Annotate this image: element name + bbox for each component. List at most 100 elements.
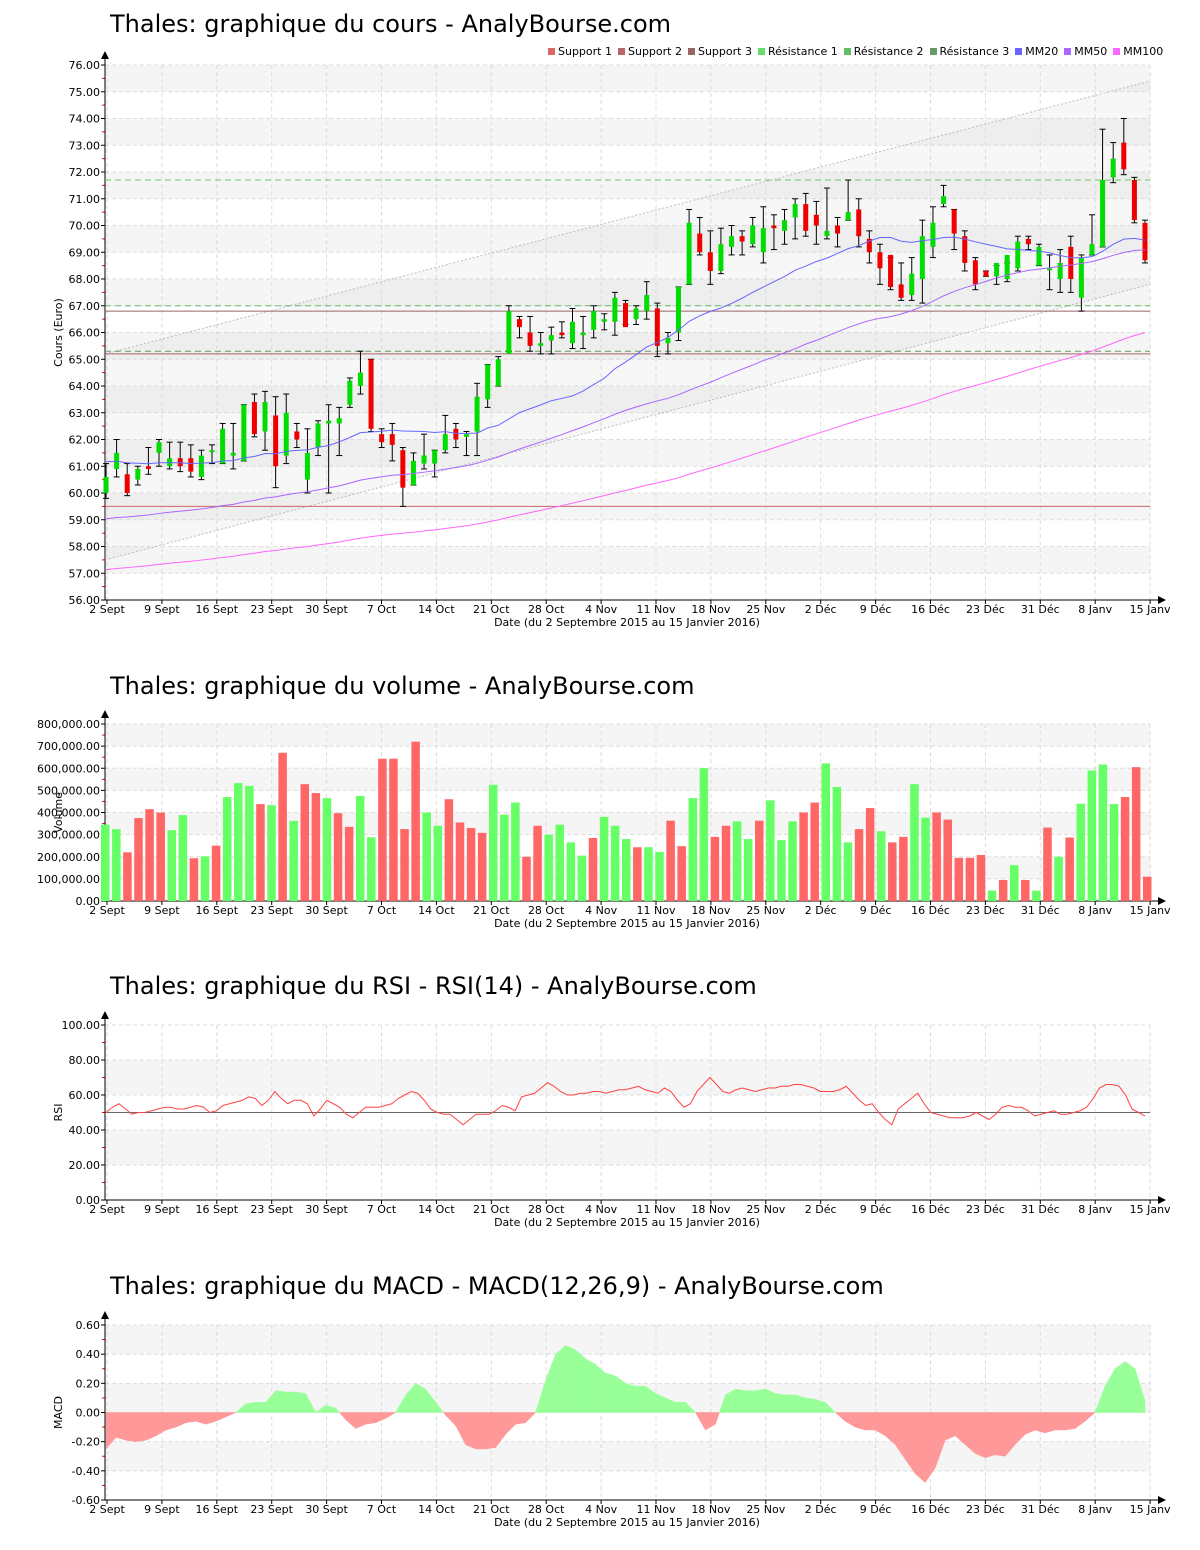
x-tick-label: 9 Déc bbox=[860, 1203, 892, 1216]
candle-body bbox=[368, 359, 374, 429]
macd-positive-area bbox=[585, 1358, 596, 1413]
x-tick-label: 28 Oct bbox=[528, 904, 565, 917]
y-tick-label: 65.00 bbox=[69, 353, 101, 366]
y-tick-label: 74.00 bbox=[69, 113, 101, 126]
macd-negative-area bbox=[705, 1412, 716, 1431]
macd-positive-area bbox=[775, 1393, 786, 1413]
volume-bar bbox=[677, 846, 686, 901]
candle-body bbox=[888, 254, 894, 288]
volume-bar bbox=[433, 825, 443, 901]
volume-bar bbox=[444, 799, 454, 901]
volume-bar bbox=[1043, 827, 1052, 901]
candle-body bbox=[548, 335, 554, 341]
x-tick-label: 25 Nov bbox=[746, 904, 785, 917]
y-tick-label: -0.20 bbox=[72, 1436, 100, 1449]
y-tick-label: 68.00 bbox=[69, 273, 101, 286]
macd-negative-area bbox=[155, 1412, 167, 1437]
volume-bar bbox=[921, 817, 930, 901]
candle-body bbox=[453, 428, 459, 440]
y-tick-label: 0.60 bbox=[76, 1319, 101, 1332]
candle-body bbox=[676, 287, 682, 333]
y-tick-label: 300,000.00 bbox=[37, 829, 100, 842]
volume-bar bbox=[289, 820, 298, 901]
y-tick-label: 67.00 bbox=[69, 300, 101, 313]
rsi-chart-title: Thales: graphique du RSI - RSI(14) - Ana… bbox=[110, 972, 757, 1000]
candle-body bbox=[527, 332, 533, 346]
x-tick-label: 2 Déc bbox=[805, 904, 837, 917]
legend-swatch-icon bbox=[687, 48, 695, 55]
volume-bar bbox=[422, 812, 431, 901]
x-tick-label: 23 Déc bbox=[966, 904, 1005, 917]
candle-body bbox=[1142, 222, 1148, 261]
x-tick-label: 31 Déc bbox=[1021, 904, 1060, 917]
y-axis-title: Volume bbox=[52, 792, 65, 833]
x-tick-label: 16 Sept bbox=[196, 603, 239, 616]
macd-negative-area bbox=[715, 1412, 720, 1425]
y-tick-label: 500,000.00 bbox=[37, 784, 100, 797]
y-tick-label: 56.00 bbox=[69, 594, 101, 607]
legend-item: MM20 bbox=[1015, 45, 1058, 58]
legend-swatch-icon bbox=[1113, 48, 1121, 55]
macd-negative-area bbox=[845, 1412, 856, 1428]
volume-chart-title: Thales: graphique du volume - AnalyBours… bbox=[110, 672, 695, 700]
y-tick-label: 0.40 bbox=[76, 1348, 101, 1361]
macd-negative-area bbox=[954, 1412, 966, 1446]
volume-bar bbox=[455, 822, 465, 901]
x-tick-label: 31 Déc bbox=[1021, 1503, 1060, 1516]
x-tick-label: 16 Déc bbox=[911, 1203, 950, 1216]
candle-body bbox=[326, 420, 332, 424]
volume-bar bbox=[355, 795, 365, 901]
volume-bar bbox=[732, 821, 742, 901]
volume-bar bbox=[566, 842, 576, 901]
candle-body bbox=[283, 412, 289, 456]
y-tick-label: 400,000.00 bbox=[37, 807, 100, 820]
y-axis-title: Cours (Euro) bbox=[52, 298, 65, 367]
x-tick-label: 16 Sept bbox=[196, 1203, 239, 1216]
candle-body bbox=[686, 222, 692, 285]
x-tick-label: 16 Déc bbox=[911, 603, 950, 616]
candle-body bbox=[718, 244, 724, 271]
candle-body bbox=[220, 428, 226, 464]
volume-bar bbox=[832, 787, 842, 901]
candle-body bbox=[951, 209, 957, 234]
candle-body bbox=[421, 455, 427, 464]
mm50-line bbox=[105, 249, 1146, 520]
candle-body bbox=[209, 450, 215, 453]
volume-bar bbox=[300, 784, 310, 901]
y-tick-label: 64.00 bbox=[69, 380, 101, 393]
volume-bar bbox=[821, 763, 831, 901]
x-axis-arrow-icon bbox=[1158, 1196, 1166, 1204]
candle-body bbox=[1068, 246, 1074, 279]
macd-positive-area bbox=[755, 1388, 766, 1413]
price-chart-title: Thales: graphique du cours - AnalyBourse… bbox=[110, 10, 672, 38]
macd-negative-area bbox=[115, 1412, 127, 1441]
candle-body bbox=[103, 476, 109, 493]
candle-body bbox=[230, 452, 236, 456]
y-tick-label: 71.00 bbox=[69, 193, 101, 206]
macd-negative-area bbox=[885, 1412, 896, 1446]
candle-body bbox=[972, 260, 978, 285]
x-tick-label: 16 Déc bbox=[911, 904, 950, 917]
candle-body bbox=[750, 225, 756, 245]
candle-body bbox=[665, 337, 671, 344]
x-tick-label: 2 Sept bbox=[89, 1503, 125, 1516]
candle-body bbox=[495, 359, 501, 386]
legend-item: Résistance 1 bbox=[757, 45, 838, 58]
candle-body bbox=[962, 236, 968, 263]
volume-bar bbox=[256, 804, 265, 901]
band bbox=[105, 65, 1150, 92]
macd-negative-area bbox=[1064, 1412, 1076, 1431]
y-tick-label: 73.00 bbox=[69, 139, 101, 152]
price-chart: 56.00 57.00 58.00 59.00 60.00 61.00 62.00 63.00… bbox=[52, 51, 1171, 629]
x-tick-label: 9 Déc bbox=[860, 1503, 892, 1516]
y-tick-label: 40.00 bbox=[69, 1124, 101, 1137]
candle-body bbox=[644, 295, 650, 312]
macd-positive-area bbox=[435, 1401, 444, 1413]
legend-label: Résistance 1 bbox=[767, 45, 838, 58]
macd-negative-area bbox=[445, 1412, 456, 1427]
legend-label: Résistance 3 bbox=[939, 45, 1010, 58]
x-tick-label: 9 Sept bbox=[144, 603, 180, 616]
x-axis-arrow-icon bbox=[1158, 897, 1166, 905]
volume-bar bbox=[311, 793, 321, 901]
candle-body bbox=[1025, 238, 1031, 245]
